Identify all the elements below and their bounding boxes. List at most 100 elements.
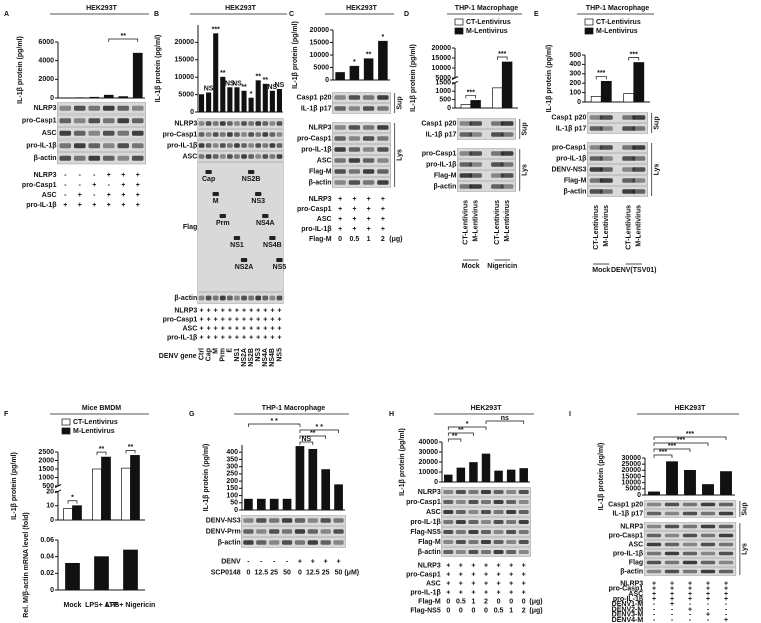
band-label: NS5: [273, 264, 287, 271]
y-tick-label: 5000: [435, 75, 451, 82]
bar: [349, 65, 360, 81]
blot-band: [248, 154, 254, 159]
y-tick-label: 0: [577, 99, 581, 106]
condition-value: -: [653, 606, 656, 613]
condition-label: DENV4-M: [612, 617, 644, 623]
condition-value: +: [688, 606, 692, 613]
panel-letter: G: [189, 411, 195, 418]
bar: [248, 97, 254, 113]
blot-band: [493, 500, 504, 504]
blot-band: [241, 295, 247, 301]
y-tick-label: 250: [226, 471, 238, 478]
condition-value: 1: [509, 607, 513, 614]
condition-value: +: [107, 172, 111, 179]
significance-label: **: [263, 77, 269, 84]
condition-label: pro-Casp1: [297, 206, 332, 213]
blot-band: [320, 540, 331, 545]
blot-band: [227, 154, 233, 159]
significance-label: ***: [630, 51, 638, 58]
blot-band: [491, 151, 504, 156]
blot-band: [632, 145, 646, 150]
blot-label: IL-1β p17: [301, 105, 332, 112]
condition-value: +: [670, 596, 674, 603]
condition-value: +: [381, 206, 385, 213]
y-tick-label: 0.06: [40, 537, 54, 544]
condition-value: +: [367, 196, 371, 203]
condition-value: -: [725, 606, 728, 613]
legend-label: M-Lentivirus: [73, 428, 115, 435]
blot-strip: [241, 515, 346, 526]
y-axis-label: IL-1β protein (pg/ml): [203, 444, 210, 512]
y-tick-label: 30000: [622, 455, 642, 462]
blot-band: [198, 295, 205, 301]
bar: [444, 474, 453, 483]
condition-value: +: [367, 226, 371, 233]
blot-strip: [197, 151, 284, 162]
blot-band: [480, 490, 492, 494]
blot-band: [718, 542, 734, 547]
blot-band: [255, 295, 262, 301]
blot-band: [599, 156, 613, 161]
bar: [92, 468, 102, 521]
significance-bracket: [108, 38, 139, 42]
y-tick-label: 0.02: [40, 570, 54, 577]
blot-label: NLRP3: [34, 105, 57, 112]
condition-value: +: [706, 591, 710, 598]
condition-value: -: [286, 558, 289, 565]
blot-band: [469, 121, 482, 126]
condition-value: +: [724, 596, 728, 603]
panel-title: THP-1 Macrophage: [455, 5, 519, 12]
panel-letter: A: [4, 11, 9, 18]
blot-strip: [197, 118, 284, 129]
blot-band: [718, 551, 734, 556]
panel-title: HEK293T: [471, 405, 502, 412]
bar: [321, 469, 331, 511]
blot-band: [443, 520, 454, 524]
condition-label: ASC: [183, 325, 198, 332]
y-tick-label: 350: [226, 456, 238, 463]
blot-band: [700, 511, 716, 516]
blot-band: [506, 530, 517, 534]
blot-band: [117, 105, 130, 111]
blot-band: [276, 295, 283, 301]
y-tick-label: 0: [190, 109, 194, 116]
condition-value: +: [136, 182, 140, 189]
blot-label: pro-Casp1: [406, 499, 441, 506]
y-tick-label: 20: [46, 488, 54, 495]
condition-value: +: [228, 307, 232, 314]
legend-swatch: [584, 27, 594, 35]
y-tick-label: 20000: [310, 27, 330, 34]
blot-band: [205, 170, 212, 174]
blot-band: [117, 130, 130, 136]
blot-band: [348, 106, 361, 111]
blot-group-label: Sup: [742, 502, 749, 515]
condition-value: +: [107, 202, 111, 209]
blot-band: [198, 154, 205, 159]
blot-band: [455, 520, 466, 524]
condition-value: +: [63, 202, 67, 209]
blot-band: [362, 169, 375, 174]
condition-value: 0: [509, 598, 513, 605]
condition-value: +: [337, 558, 341, 565]
y-tick-label: 15000: [175, 57, 195, 64]
condition-value: +: [724, 617, 728, 623]
significance-bracket: [299, 435, 327, 439]
condition-value: +: [199, 307, 203, 314]
bar: [255, 80, 261, 113]
y-axis-label: IL-1β protein (pg/ml): [399, 428, 406, 496]
blot-band: [664, 569, 680, 574]
blot-band: [88, 105, 101, 111]
band-label: NS3: [251, 198, 265, 205]
significance-label: * *: [270, 418, 278, 425]
condition-value: -: [108, 182, 111, 189]
condition-value: -: [79, 182, 82, 189]
condition-value: +: [270, 334, 274, 341]
condition-value: +: [459, 562, 463, 569]
blot-label: β-actin: [433, 183, 456, 190]
blot-band: [518, 490, 529, 494]
blot-band: [599, 178, 613, 183]
category-label: E: [227, 348, 234, 353]
condition-value: +: [652, 596, 656, 603]
y-tick-label: 10000: [310, 52, 330, 59]
condition-value: 25: [270, 569, 278, 576]
